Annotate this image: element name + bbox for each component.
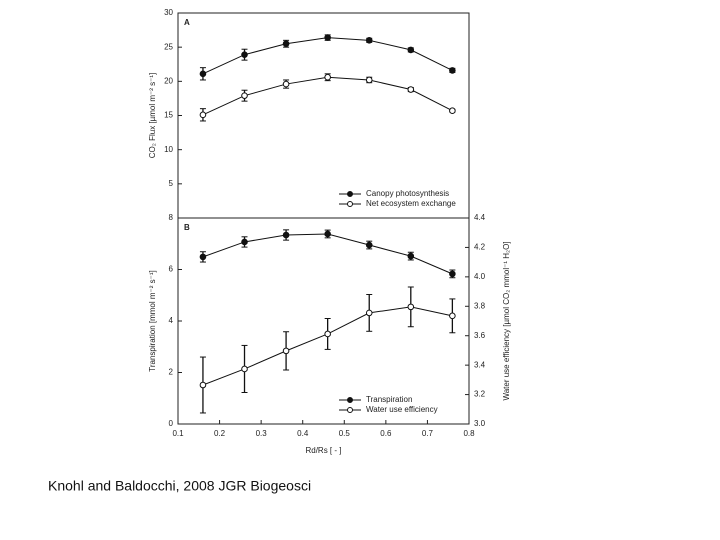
data-point <box>199 70 207 78</box>
y-tick-label: 20 <box>164 76 173 85</box>
y-tick-label: 5 <box>169 179 174 188</box>
series-line <box>202 76 453 116</box>
x-tick-label: 0.8 <box>463 429 475 438</box>
data-point <box>365 309 373 317</box>
x-tick-label: 0.6 <box>380 429 392 438</box>
y-axis-title: CO₂ Flux [µmol m⁻² s⁻¹] <box>148 73 157 159</box>
data-point <box>282 80 290 88</box>
data-point <box>324 73 331 81</box>
plot-frame <box>177 12 470 219</box>
data-point <box>324 34 331 41</box>
data-point <box>199 253 207 261</box>
data-point <box>407 303 415 311</box>
y-tick-label: 2 <box>169 368 174 377</box>
y2-tick-label: 4.0 <box>474 272 486 281</box>
x-tick-label: 0.1 <box>172 429 184 438</box>
legend-marker <box>347 397 353 403</box>
data-point <box>449 67 456 74</box>
data-point <box>282 347 290 355</box>
y-tick-label: 30 <box>164 8 173 17</box>
y2-tick-label: 4.2 <box>474 243 486 252</box>
data-point <box>407 46 415 54</box>
data-point <box>282 40 290 48</box>
series-line <box>202 233 453 275</box>
series-line <box>202 37 453 75</box>
y2-tick-label: 3.6 <box>474 331 486 340</box>
data-point <box>241 51 248 58</box>
legend-marker <box>347 407 353 413</box>
data-point <box>449 270 456 278</box>
caption: Knohl and Baldocchi, 2008 JGR Biogeosci <box>48 478 311 494</box>
data-point <box>324 230 331 238</box>
data-point <box>241 238 248 246</box>
data-point <box>199 111 207 119</box>
data-point <box>365 76 373 84</box>
x-tick-label: 0.7 <box>422 429 434 438</box>
y-tick-label: 6 <box>169 265 174 274</box>
y-tick-label: 25 <box>164 42 173 51</box>
plot-frame <box>177 217 470 425</box>
y-tick-label: 10 <box>164 145 173 154</box>
data-point <box>407 252 415 260</box>
legend-label: Canopy photosynthesis <box>366 189 449 198</box>
legend-marker <box>347 201 353 207</box>
data-point <box>199 381 207 389</box>
data-point <box>449 312 456 320</box>
data-point <box>449 107 456 115</box>
y-tick-label: 4 <box>169 316 174 325</box>
y2-axis-title: Water use efficiency [µmol CO₂ mmol⁻¹ H₂… <box>502 241 511 400</box>
legend-marker <box>347 191 353 197</box>
legend-label: Net ecosystem exchange <box>366 199 456 208</box>
y2-tick-label: 3.2 <box>474 390 486 399</box>
x-tick-label: 0.5 <box>339 429 351 438</box>
y2-tick-label: 3.4 <box>474 360 486 369</box>
x-axis-title: Rd/Rs [ - ] <box>305 446 341 455</box>
x-tick-label: 0.2 <box>214 429 226 438</box>
panel-label: A <box>184 18 190 27</box>
y-axis-title: Transpiration [mmol m⁻² s⁻¹] <box>148 270 157 372</box>
x-tick-label: 0.3 <box>256 429 268 438</box>
legend-label: Transpiration <box>366 395 412 404</box>
data-point <box>407 86 415 93</box>
panel-label: B <box>184 223 190 232</box>
y2-tick-label: 4.4 <box>474 213 486 222</box>
data-point <box>282 231 290 239</box>
legend-label: Water use efficiency <box>366 405 438 414</box>
x-tick-label: 0.4 <box>297 429 309 438</box>
data-point <box>324 330 331 338</box>
y2-tick-label: 3.0 <box>474 419 486 428</box>
y2-tick-label: 3.8 <box>474 301 486 310</box>
data-point <box>365 37 373 44</box>
data-point <box>365 241 373 249</box>
y-tick-label: 8 <box>169 213 174 222</box>
data-point <box>241 92 248 99</box>
data-point <box>241 365 248 373</box>
y-tick-label: 15 <box>164 111 173 120</box>
y-tick-label: 0 <box>169 419 174 428</box>
